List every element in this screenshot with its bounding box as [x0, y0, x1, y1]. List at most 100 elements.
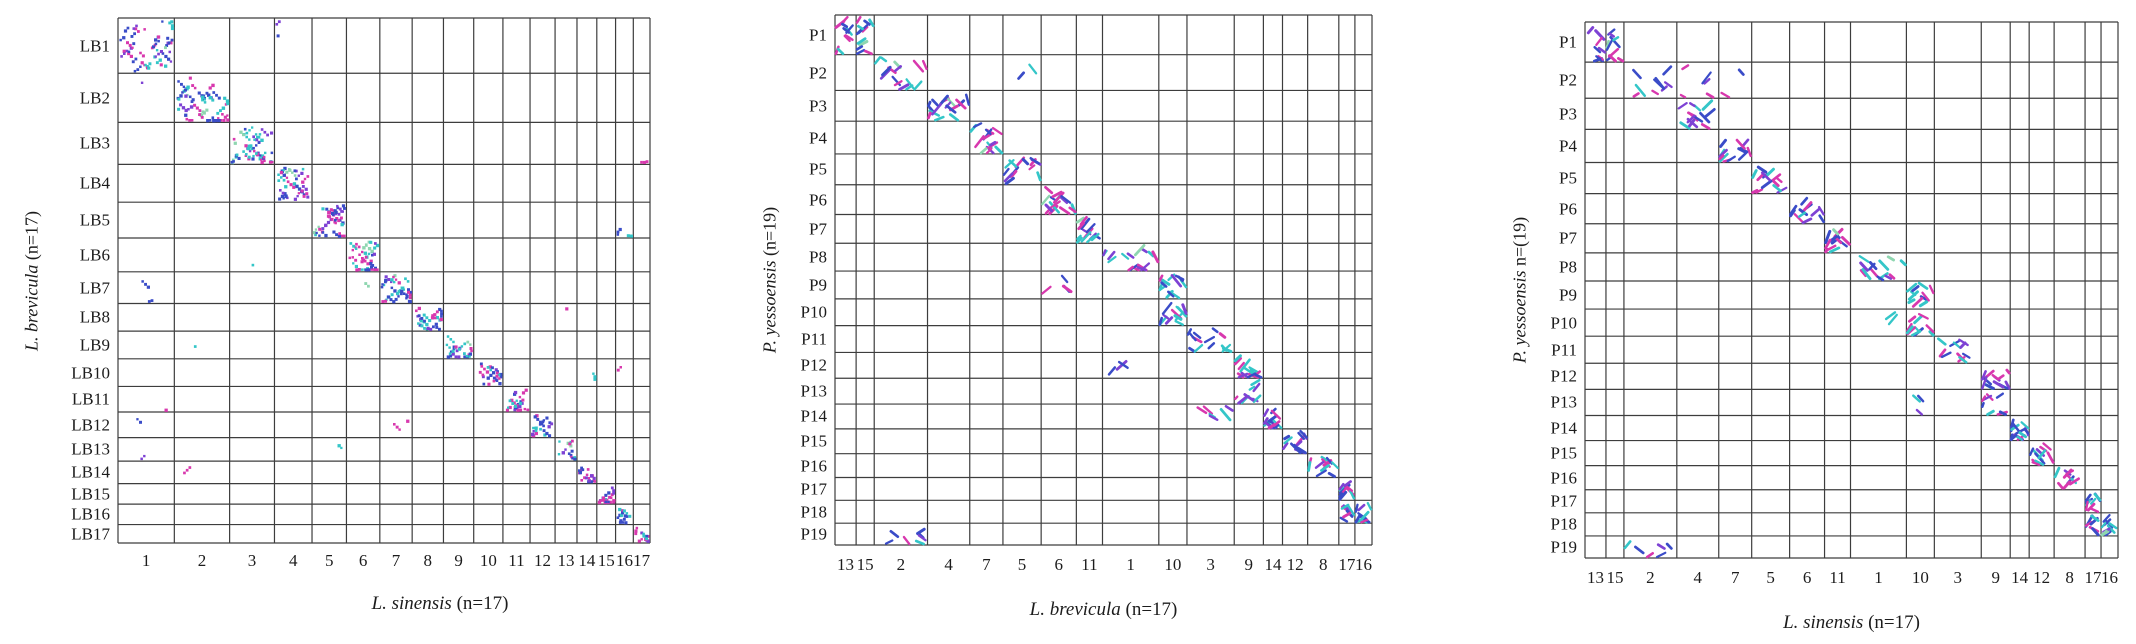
y-tick-label: P2 [809, 63, 827, 83]
y-tick-label: P7 [809, 219, 827, 239]
y-tick-label: P13 [800, 381, 827, 401]
x-tick-label: 14 [1264, 555, 1282, 574]
x-tick-label: 15 [597, 551, 615, 570]
x-tick-label: 16 [1354, 555, 1372, 574]
synteny-plot-grid [1584, 21, 2119, 559]
x-tick-label: 5 [1766, 568, 1775, 587]
y-tick-label: LB11 [71, 389, 110, 409]
synteny-plot-grid [117, 17, 651, 544]
y-tick-label: P8 [1559, 257, 1577, 277]
x-tick-label: 1 [141, 551, 151, 570]
x-tick-label: 5 [324, 551, 334, 570]
y-tick-label: LB8 [79, 307, 110, 327]
y-tick-label: P1 [1559, 32, 1577, 52]
y-tick-label: P5 [809, 159, 827, 179]
y-tick-label: P6 [1559, 199, 1577, 219]
synteny-dots [1586, 26, 2118, 559]
y-tick-label: P13 [1550, 392, 1577, 412]
y-tick-label: P18 [1550, 514, 1577, 534]
y-tick-label: P9 [1559, 285, 1577, 305]
x-tick-label: 1 [1874, 568, 1883, 587]
y-tick-label: LB9 [79, 335, 110, 355]
x-tick-label: 13 [837, 555, 855, 574]
y-tick-label: P10 [1550, 313, 1577, 333]
y-tick-label: P11 [1551, 340, 1577, 360]
x-tick-label: 2 [197, 551, 207, 570]
x-tick-label: 10 [479, 551, 497, 570]
y-tick-label: P4 [809, 128, 827, 148]
x-axis-title-species: L. sinensis [371, 593, 452, 614]
y-tick-label: P3 [1559, 104, 1577, 124]
y-tick-label: LB12 [71, 415, 110, 435]
x-axis-title: L. sinensis (n=17) [372, 593, 509, 615]
y-tick-label: LB2 [79, 88, 110, 108]
x-tick-label: 9 [1244, 555, 1254, 574]
y-tick-label: P14 [1550, 418, 1577, 438]
y-tick-label: P16 [1550, 468, 1577, 488]
y-tick-label: LB5 [79, 210, 110, 230]
y-tick-label: LB16 [71, 504, 110, 524]
y-axis-title-suffix: (n=17) [21, 210, 42, 265]
x-tick-label: 9 [1991, 568, 2000, 587]
synteny-plot-grid [834, 14, 1373, 546]
x-tick-label: 17 [1338, 555, 1356, 574]
x-tick-label: 2 [896, 555, 906, 574]
x-tick-label: 4 [288, 551, 298, 570]
x-tick-label: 14 [578, 551, 596, 570]
y-tick-label: P5 [1559, 168, 1577, 188]
x-tick-label: 6 [1802, 568, 1812, 587]
x-tick-label: 3 [1206, 555, 1215, 574]
x-tick-label: 17 [2084, 568, 2102, 587]
x-tick-label: 1 [1126, 555, 1135, 574]
x-tick-label: 12 [1286, 555, 1304, 574]
y-tick-label: P14 [800, 406, 827, 426]
y-tick-label: P17 [800, 479, 827, 499]
x-tick-label: 10 [1164, 555, 1182, 574]
y-tick-label: P4 [1559, 136, 1577, 156]
y-tick-label: P12 [800, 355, 827, 375]
x-tick-label: 5 [1017, 555, 1027, 574]
y-tick-label: P16 [800, 456, 827, 476]
y-tick-label: LB14 [71, 462, 110, 482]
y-tick-label: P7 [1559, 228, 1577, 248]
x-axis-title-species: L. brevicula [1029, 599, 1121, 620]
y-axis-title-species: L. brevicula [21, 264, 42, 351]
x-tick-label: 13 [557, 551, 575, 570]
y-tick-label: LB15 [71, 484, 110, 504]
x-tick-label: 16 [2101, 568, 2119, 587]
x-tick-label: 12 [2033, 568, 2051, 587]
x-axis-title: L. brevicula (n=17) [1030, 599, 1178, 621]
x-tick-label: 15 [856, 555, 874, 574]
x-tick-label: 4 [944, 555, 953, 574]
y-tick-label: P17 [1550, 491, 1577, 511]
x-tick-label: 14 [2011, 568, 2029, 587]
x-tick-label: 2 [1646, 568, 1655, 587]
x-tick-label: 11 [1081, 555, 1098, 574]
x-tick-label: 13 [1586, 568, 1604, 587]
y-tick-label: LB1 [79, 36, 110, 56]
y-tick-label: LB13 [71, 439, 110, 459]
y-tick-label: P18 [800, 502, 827, 522]
y-tick-label: P9 [809, 275, 827, 295]
synteny-dots [119, 20, 650, 543]
x-tick-label: 8 [2065, 568, 2074, 587]
x-tick-label: 9 [454, 551, 463, 570]
y-tick-label: P15 [1550, 443, 1577, 463]
x-axis-title: L. sinensis (n=17) [1783, 612, 1920, 634]
y-tick-label: P15 [800, 431, 827, 451]
x-tick-label: 7 [1730, 568, 1740, 587]
x-tick-label: 8 [423, 551, 433, 570]
x-tick-label: 16 [615, 551, 633, 570]
synteny-dots [834, 15, 1373, 546]
x-tick-label: 6 [358, 551, 368, 570]
y-tick-label: P2 [1559, 70, 1577, 90]
x-axis-title-suffix: (n=17) [1120, 599, 1178, 620]
x-tick-label: 11 [1829, 568, 1846, 587]
x-tick-label: 15 [1606, 568, 1624, 587]
y-tick-label: LB4 [79, 173, 110, 193]
y-tick-label: P19 [1550, 537, 1577, 557]
x-axis-title-suffix: (n=17) [1863, 612, 1920, 633]
y-tick-label: P10 [800, 302, 827, 322]
y-tick-label: P8 [809, 247, 827, 267]
